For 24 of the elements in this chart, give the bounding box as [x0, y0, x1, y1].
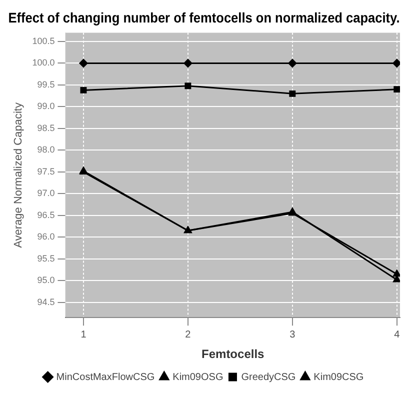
y-axis-title: Average Normalized Capacity [12, 102, 25, 248]
y-tick-label: 96.5 [37, 210, 55, 220]
legend-label: Kim09CSG [314, 372, 364, 383]
x-tick-label: 4 [394, 329, 400, 340]
y-tick-label: 97.5 [37, 166, 55, 176]
y-tick-label: 99.5 [37, 79, 55, 90]
y-tick-label: 97.0 [37, 188, 55, 198]
y-tick-label: 98.5 [37, 122, 55, 133]
x-tick-label: 3 [290, 329, 296, 340]
y-tick-label: 95.5 [37, 253, 55, 264]
y-tick-label: 100.0 [32, 58, 55, 68]
y-tick-label: 96.0 [37, 232, 55, 242]
x-tick-label: 2 [185, 329, 192, 340]
y-tick-label: 100.5 [32, 36, 55, 46]
legend-label: MinCostMaxFlowCSG [56, 372, 155, 383]
y-tick-label: 94.5 [37, 296, 55, 307]
chart-title: Effect of changing number of femtocells on normalized capacity. [8, 10, 400, 26]
y-tick-label: 98.0 [37, 144, 55, 155]
legend-label: Kim09OSG [172, 372, 224, 383]
y-tick-label: 99.0 [37, 101, 55, 112]
legend-label: GreedyCSG [241, 372, 296, 383]
y-tick-label: 95.0 [37, 275, 55, 286]
x-tick-label: 1 [80, 329, 87, 340]
x-axis-title: Femtocells [202, 347, 265, 362]
